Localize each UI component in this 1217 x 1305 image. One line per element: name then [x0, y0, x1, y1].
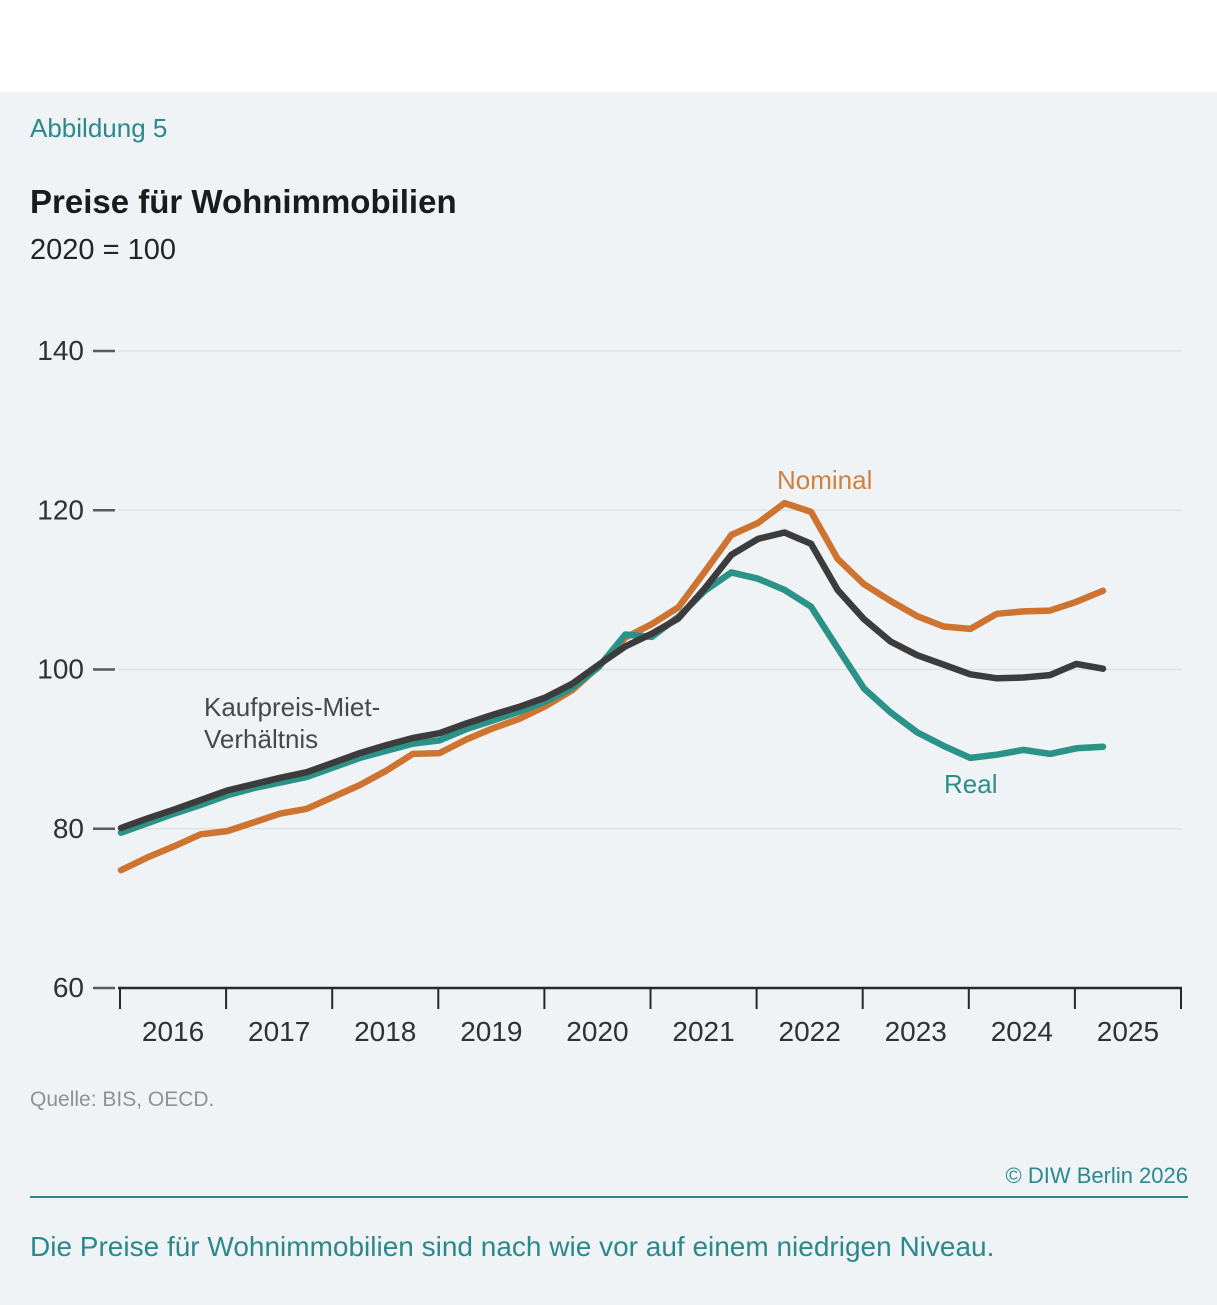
source-note: Quelle: BIS, OECD. — [30, 1088, 215, 1111]
figure-background — [0, 92, 1217, 1305]
series-label-nominal: Nominal — [777, 465, 872, 495]
series-label-ratio: Verhältnis — [204, 724, 318, 754]
chart-title: Preise für Wohnimmobilien — [30, 183, 457, 220]
series-line-ratio — [117, 529, 1107, 832]
x-axis-label-2022: 2022 — [779, 1016, 841, 1047]
x-axis-label-2021: 2021 — [672, 1016, 734, 1047]
price-index-line-chart: 60 80 100 120 140 2016 2017 2018 2019 2020 2021 202… — [37, 335, 1182, 1047]
x-axis-label-2018: 2018 — [354, 1016, 416, 1047]
series-line-real — [117, 569, 1107, 836]
x-axis-label-2017: 2017 — [248, 1016, 310, 1047]
y-axis-label-120: 120 — [37, 494, 84, 525]
x-axis-label-2023: 2023 — [885, 1016, 947, 1047]
chart-subtitle: 2020 = 100 — [30, 234, 176, 266]
y-axis-label-80: 80 — [53, 813, 84, 844]
copyright-note: © DIW Berlin 2026 — [1005, 1163, 1189, 1188]
series-label-real: Real — [944, 769, 997, 799]
y-axis-label-60: 60 — [53, 972, 84, 1003]
y-axis-label-140: 140 — [37, 335, 84, 366]
x-axis-label-2020: 2020 — [566, 1016, 628, 1047]
series-line-nominal — [117, 499, 1107, 874]
x-axis-label-2016: 2016 — [142, 1016, 204, 1047]
x-axis-label-2024: 2024 — [991, 1016, 1053, 1047]
x-axis-label-2019: 2019 — [460, 1016, 522, 1047]
series-label-ratio: Kaufpreis-Miet- — [204, 692, 380, 722]
y-axis-label-100: 100 — [37, 654, 84, 685]
footer-divider — [30, 1196, 1188, 1198]
figure-caption: Die Preise für Wohnimmobilien sind nach … — [30, 1231, 995, 1262]
figure-label: Abbildung 5 — [30, 113, 168, 143]
x-axis-label-2025: 2025 — [1097, 1016, 1159, 1047]
